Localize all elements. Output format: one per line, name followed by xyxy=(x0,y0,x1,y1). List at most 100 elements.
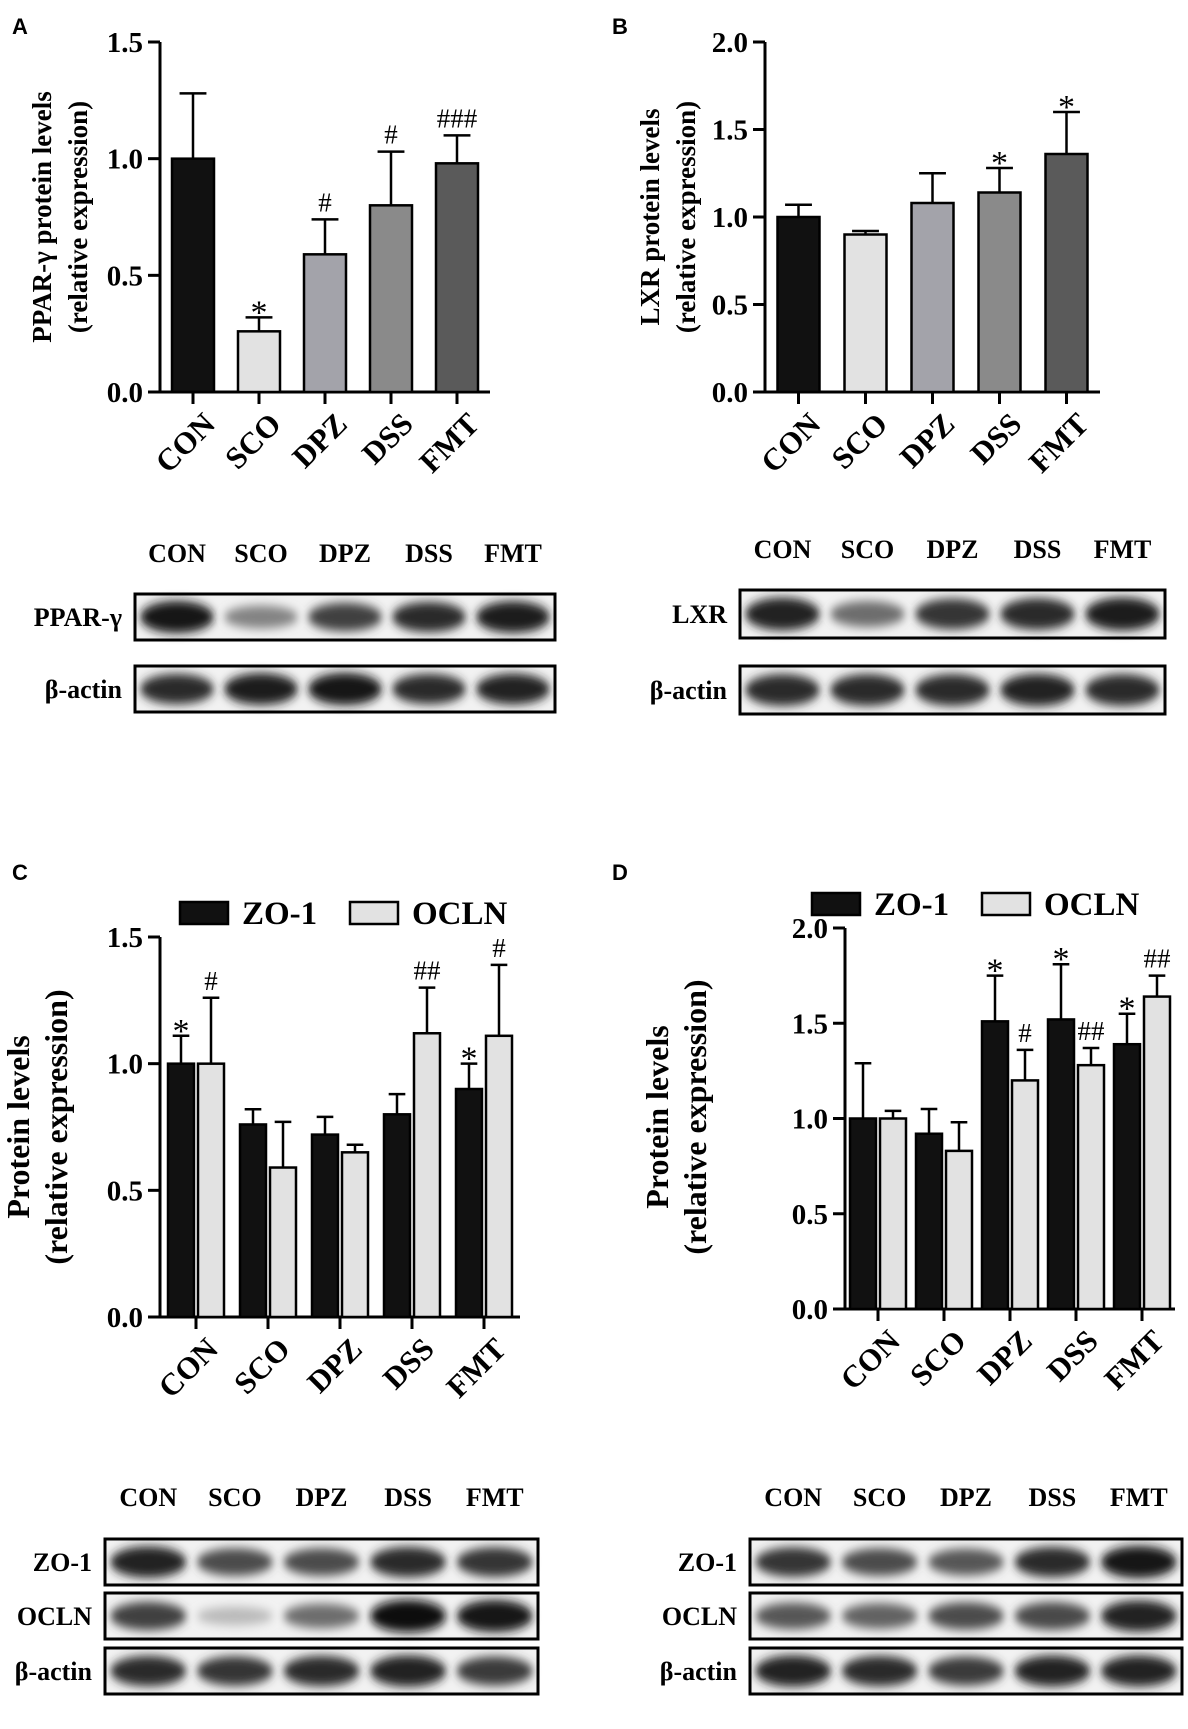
x-tick-label: FMT xyxy=(439,1331,513,1405)
x-tick-label: SCO xyxy=(218,406,288,476)
bar xyxy=(1044,152,1089,394)
blot-band xyxy=(755,1547,832,1577)
blot-frame xyxy=(133,664,557,714)
significance-label: ### xyxy=(437,103,478,133)
blot-row-label: ZO-1 xyxy=(678,1548,737,1577)
blot-frame xyxy=(133,592,557,642)
blot-lane-label: FMT xyxy=(1110,1483,1168,1512)
x-tick-label: CON xyxy=(833,1323,906,1396)
blot-band xyxy=(392,673,466,705)
bar xyxy=(302,253,348,394)
x-tick-label: DSS xyxy=(376,1331,441,1396)
y-tick-label: 0.0 xyxy=(712,377,748,409)
bar xyxy=(944,1149,974,1311)
y-tick-label: 1.0 xyxy=(107,1049,143,1081)
blot-lane-label: FMT xyxy=(1094,535,1152,564)
blot-band xyxy=(841,1603,918,1629)
y-axis-label-line: Protein levels xyxy=(0,1035,36,1218)
significance-label: * xyxy=(987,953,1004,990)
y-tick-label: 2.0 xyxy=(712,27,748,59)
y-tick-label: 1.0 xyxy=(712,202,748,234)
bar xyxy=(848,1117,878,1311)
blot-bands xyxy=(745,597,1160,631)
y-axis-label: Protein levels (relative expression) xyxy=(0,989,74,1264)
y-axis-label-line: Protein levels xyxy=(639,1025,675,1208)
legend-label: ZO-1 xyxy=(242,896,317,932)
blot-row-label: β-actin xyxy=(650,676,728,705)
blot-band xyxy=(369,1655,447,1687)
bar xyxy=(1112,1042,1142,1311)
blot-frame xyxy=(103,1591,540,1641)
blot-lane-label: CON xyxy=(754,535,812,564)
blot-band xyxy=(745,597,820,631)
blot-band xyxy=(308,602,382,632)
blot-frame xyxy=(748,1646,1184,1696)
blot-bands xyxy=(110,1655,533,1687)
blot-band xyxy=(755,1602,832,1630)
x-tick-label: FMT xyxy=(1097,1323,1171,1397)
blot-band xyxy=(308,672,382,706)
blot-frame xyxy=(738,588,1167,640)
blot-band xyxy=(456,1599,533,1633)
blot-band xyxy=(224,673,298,705)
blot-lane-label: DSS xyxy=(384,1483,432,1512)
blot-lane-label: CON xyxy=(119,1483,177,1512)
blot-lane-label: CON xyxy=(148,539,206,568)
blot-band xyxy=(1100,1545,1177,1579)
bar xyxy=(776,215,821,394)
significance-label: * xyxy=(1119,991,1136,1028)
bar xyxy=(236,330,282,394)
blot-frame xyxy=(103,1646,540,1696)
y-axis-label-line: (relative expression) xyxy=(63,101,93,333)
blot-band xyxy=(830,674,905,706)
y-tick-label: 0.0 xyxy=(792,1294,828,1326)
x-tick-label: SCO xyxy=(227,1331,297,1401)
blot-row-label: β-actin xyxy=(45,675,123,704)
blot-lane-label: SCO xyxy=(208,1483,261,1512)
blot-row-label: PPAR-γ xyxy=(34,603,122,632)
blot-band xyxy=(915,598,990,630)
blot-band xyxy=(915,674,990,706)
blot-band xyxy=(110,1601,187,1631)
bar xyxy=(310,1133,340,1319)
blot-band xyxy=(110,1546,187,1578)
legend-label: OCLN xyxy=(412,896,508,932)
blot-band xyxy=(456,1656,533,1686)
blot-bands xyxy=(745,673,1160,707)
significance-label: * xyxy=(173,1013,190,1050)
bar xyxy=(843,233,888,394)
x-tick-label: DSS xyxy=(355,406,420,471)
y-axis-label-line: (relative expression) xyxy=(677,979,713,1254)
bar xyxy=(454,1087,484,1319)
legend: ZO-1 OCLN xyxy=(810,887,1140,923)
y-tick-label: 1.0 xyxy=(107,144,143,176)
blot-band xyxy=(1000,598,1075,630)
bar xyxy=(268,1166,298,1319)
y-axis-label-line: (relative expression) xyxy=(38,989,74,1264)
blot-band xyxy=(196,1656,274,1686)
x-tick-label: DPZ xyxy=(285,406,354,475)
x-tick-label: FMT xyxy=(412,406,486,480)
blot-band xyxy=(283,1603,360,1629)
blot-lane-label: SCO xyxy=(841,535,894,564)
legend-swatch xyxy=(178,900,230,926)
legend-swatch xyxy=(810,891,862,917)
blot-band xyxy=(456,1547,533,1577)
bar xyxy=(238,1123,268,1319)
blot-band xyxy=(110,1655,187,1687)
blot-bands xyxy=(755,1600,1177,1632)
y-tick-label: 1.5 xyxy=(712,115,748,147)
bar xyxy=(412,1032,442,1319)
bar xyxy=(1010,1079,1040,1311)
significance-label: * xyxy=(251,294,268,331)
bar xyxy=(166,1062,196,1319)
significance-label: # xyxy=(1018,1018,1032,1048)
y-tick-label: 0.5 xyxy=(107,1175,143,1207)
